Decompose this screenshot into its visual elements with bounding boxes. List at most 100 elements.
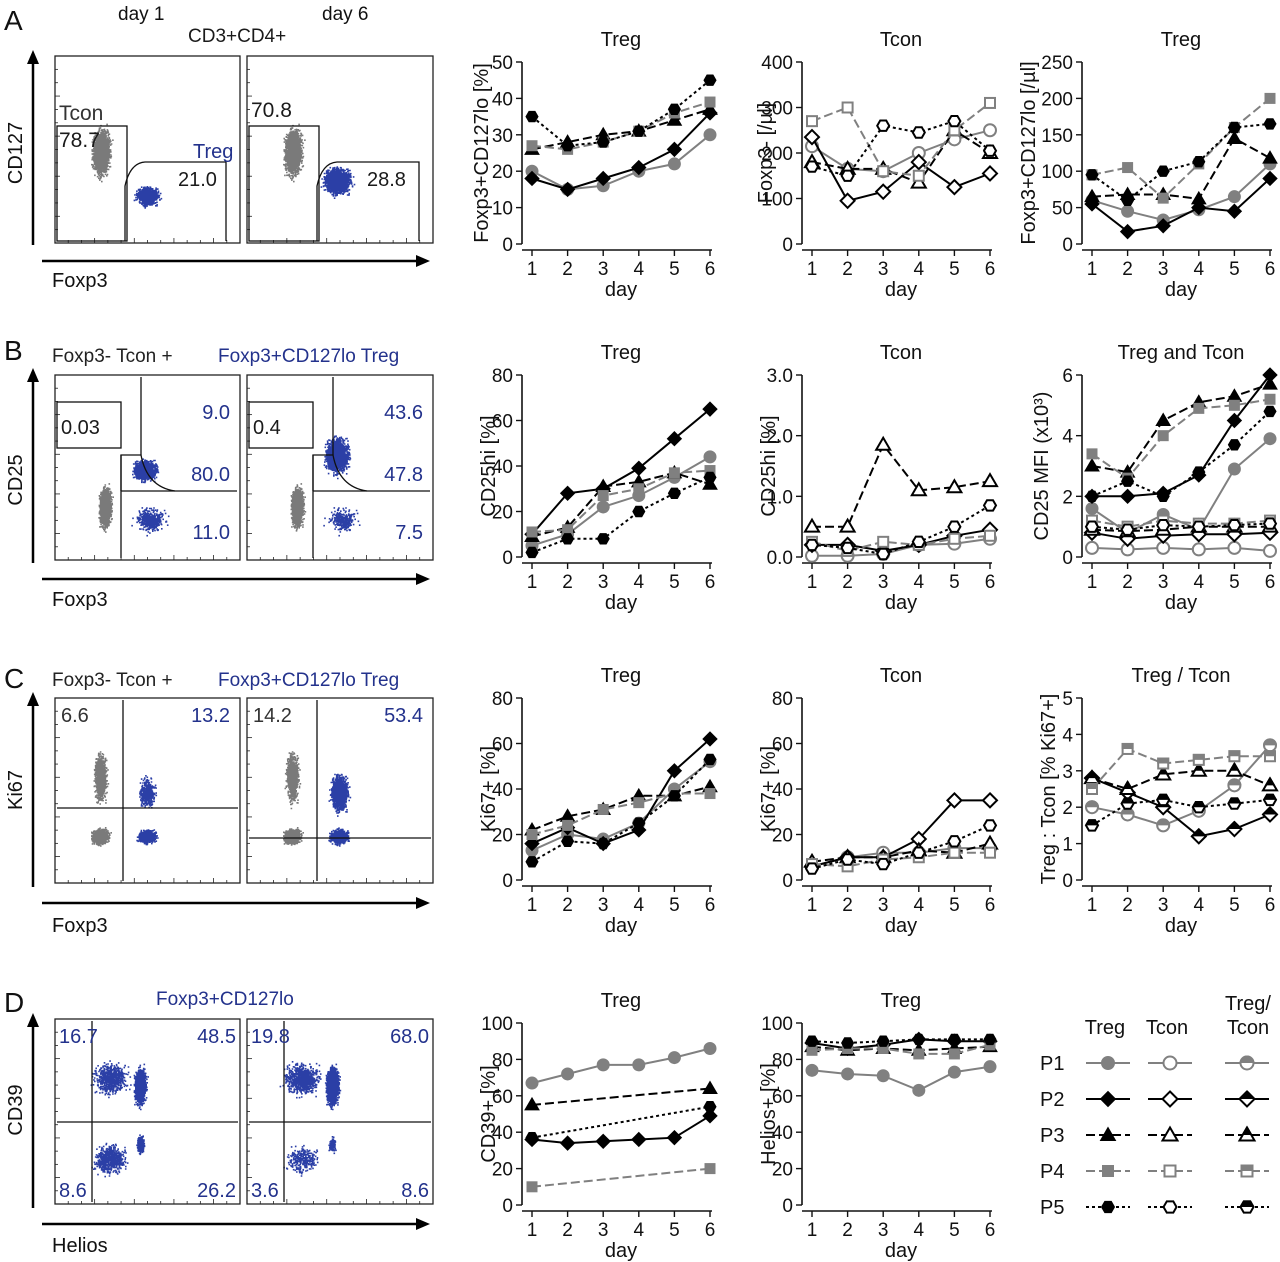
gate-value: 43.6 xyxy=(384,402,423,424)
y-tick-label: 40 xyxy=(492,1123,513,1144)
series-line xyxy=(1091,531,1271,540)
series-p2-treg xyxy=(1083,769,1279,845)
data-point xyxy=(876,1035,890,1047)
series-line xyxy=(1091,410,1271,498)
x-arrow-head xyxy=(416,897,430,909)
series-line xyxy=(811,1043,991,1055)
series-p5-tcon xyxy=(1084,517,1278,536)
treg-gate xyxy=(124,161,227,241)
series-line xyxy=(811,847,990,868)
series-p5-treg xyxy=(1084,793,1278,832)
data-point xyxy=(562,819,574,831)
x-tick-label: 2 xyxy=(1122,259,1133,280)
treg-cloud xyxy=(320,166,356,199)
dots xyxy=(328,1136,337,1155)
data-point xyxy=(1157,430,1169,442)
data-point xyxy=(1227,519,1242,532)
y-tick-label: 50 xyxy=(492,53,513,74)
tcon-cloud xyxy=(91,827,112,847)
y-arrow-head xyxy=(27,368,39,382)
y-axis-label: CD25hi [%] xyxy=(758,415,780,516)
data-point xyxy=(1191,542,1206,557)
x-tick-label: 5 xyxy=(949,572,960,593)
y-arrow-head xyxy=(27,50,39,64)
series-line xyxy=(531,408,711,535)
y-tick-label: 0 xyxy=(502,871,513,892)
legend-marker xyxy=(1239,1200,1255,1207)
x-tick-label: 6 xyxy=(985,1220,996,1241)
data-point xyxy=(702,731,718,747)
data-point xyxy=(912,169,925,182)
y-tick-label: 10 xyxy=(492,199,513,220)
data-point xyxy=(1084,819,1100,826)
series-p3-treg xyxy=(524,778,718,836)
x-tick-label: 2 xyxy=(842,895,853,916)
y-tick-label: 60 xyxy=(492,412,513,433)
series-line xyxy=(1091,747,1270,790)
data-point xyxy=(667,1051,681,1065)
data-point xyxy=(1119,488,1136,505)
flow-panel-b: Foxp3- Tcon + Foxp3+CD127lo Treg 0.03 9.0 8… xyxy=(5,346,434,611)
y-axis-label: Ki67+ [%] xyxy=(478,746,500,832)
data-point xyxy=(1264,777,1276,786)
x-tick-label: 3 xyxy=(1158,572,1169,593)
y-tick-label: 2 xyxy=(1062,487,1073,508)
legend-marker xyxy=(1162,1200,1178,1214)
dots xyxy=(323,507,361,537)
cd25hi-gate xyxy=(120,454,176,492)
data-point xyxy=(632,505,646,518)
dots xyxy=(320,166,356,199)
data-point xyxy=(704,96,716,108)
data-point xyxy=(561,835,575,847)
data-point xyxy=(666,763,683,779)
data-point xyxy=(841,101,854,114)
data-point xyxy=(876,119,891,132)
y-tick-label: 20 xyxy=(772,826,793,847)
data-point xyxy=(633,483,645,495)
data-point xyxy=(838,517,857,533)
data-point xyxy=(876,857,891,871)
legend-marker xyxy=(1239,1055,1255,1063)
legend-patient-label: P2 xyxy=(1040,1089,1064,1111)
y-tick-label: 80 xyxy=(492,1050,513,1071)
gate-value: 11.0 xyxy=(193,522,230,544)
data-point xyxy=(703,450,717,464)
helios-cloud xyxy=(136,1134,146,1156)
series-line xyxy=(531,1105,711,1139)
data-point xyxy=(1227,462,1241,476)
x-tick-label: 6 xyxy=(1265,895,1276,916)
data-point xyxy=(703,753,717,766)
data-point xyxy=(1085,490,1099,502)
legend-row-p4: P4 xyxy=(1040,1161,1269,1183)
y-tick-label: 50 xyxy=(1052,199,1073,220)
gate-value: 28.8 xyxy=(367,169,406,191)
line-chart-b3: Treg and Tcon 0 2 4 6 1 2 3 4 5 6 day CD25 MFI (x10³… xyxy=(1031,342,1279,614)
data-point xyxy=(1155,218,1171,234)
data-point xyxy=(1121,742,1134,749)
flow-plot-1: 0.03 9.0 80.0 11.0 xyxy=(54,374,241,561)
x-tick-label: 5 xyxy=(669,895,680,916)
legend-header-treg: Treg xyxy=(1085,1017,1125,1039)
data-point xyxy=(1262,793,1278,800)
x-arrow-head xyxy=(416,573,430,585)
data-point xyxy=(525,1076,539,1090)
data-point xyxy=(702,1080,718,1095)
y-tick-label: 2 xyxy=(1062,798,1073,819)
data-point xyxy=(945,478,964,494)
y-axis-label: CD25hi [%] xyxy=(478,415,500,516)
data-point xyxy=(1191,520,1206,533)
data-point xyxy=(804,862,820,875)
x-tick-label: 6 xyxy=(985,572,996,593)
series-p1-treg xyxy=(525,450,717,553)
y-tick-label: 4 xyxy=(1062,427,1073,448)
quadrant-value: 68.0 xyxy=(390,1026,429,1048)
data-point xyxy=(1120,523,1135,536)
data-point xyxy=(805,1035,819,1047)
data-point xyxy=(913,1048,925,1060)
cd39neg-cloud xyxy=(91,1142,129,1178)
data-point xyxy=(948,846,961,859)
y-axis-label: Foxp3+CD127lo [/µl] xyxy=(1018,61,1040,244)
series-p2-treg xyxy=(524,1108,718,1151)
gate-value: 78.7 xyxy=(59,129,100,152)
series-p5-tcon xyxy=(804,499,998,561)
